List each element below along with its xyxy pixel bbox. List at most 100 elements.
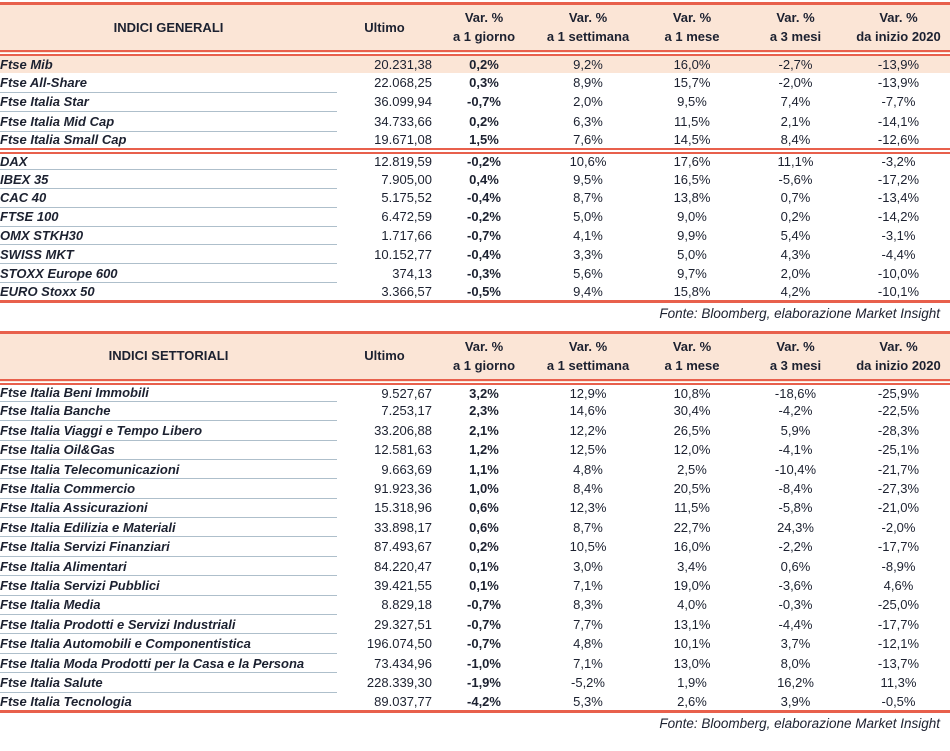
table-row: Ftse Italia Telecomunicazioni 9.663,69 1,1… <box>0 459 950 480</box>
var-3months-cell: -2,7% <box>744 53 847 73</box>
table-row: Ftse Italia Moda Prodotti per la Casa e … <box>0 653 950 674</box>
index-name-cell: Ftse Italia Assicurazioni <box>0 498 337 519</box>
index-name-cell: SWISS MKT <box>0 244 337 265</box>
period-label: a 3 mesi <box>769 357 822 373</box>
table-row: SWISS MKT 10.152,77 -0,4% 3,3% 5,0% 4,3% -4,4% <box>0 244 950 265</box>
var-ytd-cell: -25,9% <box>877 385 920 401</box>
var-3months-cell: -18,6% <box>774 385 817 401</box>
var-1day-cell: 3,2% <box>469 385 499 401</box>
ultimo-cell: 5.175,52 <box>381 190 432 206</box>
var-1week-cell: 12,3% <box>569 500 607 516</box>
var-1week-cell: 10,6% <box>536 148 640 170</box>
var-1month-cell: 10,1% <box>673 636 711 652</box>
var-ytd-cell: -3,2% <box>847 148 950 170</box>
var-1day-cell: 1,1% <box>469 461 499 477</box>
var-ytd-cell: -27,3% <box>877 480 920 496</box>
var-3months-cell: 3,9% <box>744 692 847 714</box>
var-1month-cell: 19,0% <box>673 577 711 593</box>
table-title: INDICI GENERALI <box>0 2 337 56</box>
table-row: Ftse Italia Mid Cap 34.733,66 0,2% 6,3% 11,5… <box>0 111 950 132</box>
var-3months-cell: 2,0% <box>780 265 811 281</box>
var-1week-cell: 5,3% <box>536 692 640 714</box>
ultimo-cell: 6.472,59 <box>381 209 432 225</box>
var-label: Var. % <box>568 10 608 25</box>
index-name-cell: Ftse Italia Edilizia e Materiali <box>0 517 337 538</box>
var-1day-cell: -0,2% <box>432 148 536 170</box>
var-1day-cell: 2,1% <box>469 422 499 438</box>
table-row: Ftse Italia Tecnologia 89.037,77 -4,2% 5,3%… <box>0 692 950 714</box>
index-name-cell: Ftse Italia Oil&Gas <box>0 440 337 460</box>
ultimo-cell: 84.220,47 <box>374 558 432 574</box>
var-ytd-cell: -25,0% <box>877 597 920 613</box>
var-label: Var. % <box>879 10 918 25</box>
index-name-cell: IBEX 35 <box>0 169 337 190</box>
index-name-cell: Ftse Italia Media <box>0 595 337 616</box>
period-label: a 1 giorno <box>452 357 516 373</box>
var-3months-cell: -0,3% <box>778 597 813 613</box>
var-1month-cell: 16,5% <box>673 171 711 187</box>
var-1week-cell: 4,8% <box>573 636 603 652</box>
ultimo-cell: 12.581,63 <box>374 442 432 458</box>
var-1day-cell: -0,7% <box>467 228 501 244</box>
table-row: DAX 12.819,59 -0,2% 10,6% 17,6% 11,1% -3,2% <box>0 148 950 171</box>
var-1month-cell: 9,9% <box>677 228 707 244</box>
table-row: Ftse All-Share 22.068,25 0,3% 8,9% 15,7% -2,0… <box>0 72 950 93</box>
period-label: a 1 mese <box>664 29 720 44</box>
table-row: Ftse Italia Servizi Pubblici 39.421,55 0,1… <box>0 575 950 596</box>
var-1week-cell: 12,9% <box>569 385 607 401</box>
var-ytd-cell: -17,7% <box>877 616 920 632</box>
var-3months-cell: -5,6% <box>778 171 813 187</box>
var-1month-cell: 4,0% <box>677 597 707 613</box>
var-ytd-cell: 4,6% <box>883 577 914 593</box>
var-1day-cell: 2,3% <box>469 403 499 419</box>
var-3months-cell: 11,1% <box>744 148 847 170</box>
var-1day-cell: -0,7% <box>467 94 501 110</box>
table-row: Ftse Italia Media 8.829,18 -0,7% 8,3% 4,0% -0… <box>0 595 950 616</box>
column-header-var-1day: Var. % a 1 giorno <box>432 2 536 56</box>
var-1month-cell: 16,0% <box>640 53 744 73</box>
var-ytd-cell: -21,0% <box>877 500 920 516</box>
var-1week-cell: 4,1% <box>573 228 603 244</box>
ultimo-cell: 36.099,94 <box>374 94 432 110</box>
table-row: STOXX Europe 600 374,13 -0,3% 5,6% 9,7% 2,0% -… <box>0 263 950 284</box>
var-ytd-cell: -7,7% <box>881 94 916 110</box>
var-1day-cell: -0,2% <box>467 209 501 225</box>
ultimo-cell: 22.068,25 <box>374 74 432 90</box>
var-ytd-cell: -13,9% <box>877 74 920 90</box>
ultimo-cell: 7.905,00 <box>381 171 432 187</box>
var-ytd-cell: -4,4% <box>881 246 916 262</box>
var-1day-cell: 0,2% <box>469 539 499 555</box>
var-1month-cell: 11,5% <box>674 500 710 516</box>
var-1week-cell: 2,0% <box>573 94 603 110</box>
period-label: a 1 mese <box>664 357 720 373</box>
var-1week-cell: 3,0% <box>573 558 603 574</box>
ultimo-cell: 3.366,57 <box>337 282 432 303</box>
ultimo-cell: 15.318,96 <box>374 500 432 516</box>
table-row: Ftse Italia Edilizia e Materiali 33.898,1… <box>0 517 950 538</box>
column-header-var-1day: Var. % a 1 giorno <box>432 330 536 385</box>
var-label: Var. % <box>776 10 815 25</box>
var-3months-cell: 7,4% <box>780 94 811 110</box>
var-ytd-cell: -0,5% <box>847 692 950 714</box>
var-1day-cell: -0,4% <box>467 190 501 206</box>
var-1month-cell: 13,1% <box>673 616 711 632</box>
var-1day-cell: -0,4% <box>467 246 501 262</box>
table-header-row: INDICI SETTORIALI Ultimo Var. % a 1 gior… <box>0 330 950 385</box>
var-1week-cell: 5,0% <box>573 209 603 225</box>
var-ytd-cell: -2,0% <box>881 519 916 535</box>
var-1month-cell: 10,8% <box>673 385 711 401</box>
var-1day-cell: 0,2% <box>469 114 499 130</box>
ultimo-cell: 33.206,88 <box>374 422 432 438</box>
var-1month-cell: 11,5% <box>674 114 710 130</box>
table-row: Ftse Italia Banche 7.253,17 2,3% 14,6% 30,4%… <box>0 401 950 422</box>
ultimo-cell: 19.671,08 <box>374 132 432 148</box>
var-1day-cell: 0,2% <box>432 53 536 73</box>
var-label: Var. % <box>568 338 608 354</box>
var-1month-cell: 9,7% <box>677 265 707 281</box>
var-1week-cell: 5,6% <box>573 265 603 281</box>
index-name-cell: FTSE 100 <box>0 207 337 227</box>
ultimo-cell: 29.327,51 <box>374 616 432 632</box>
ultimo-cell: 7.253,17 <box>381 403 432 419</box>
var-1day-cell: 1,0% <box>469 480 499 496</box>
